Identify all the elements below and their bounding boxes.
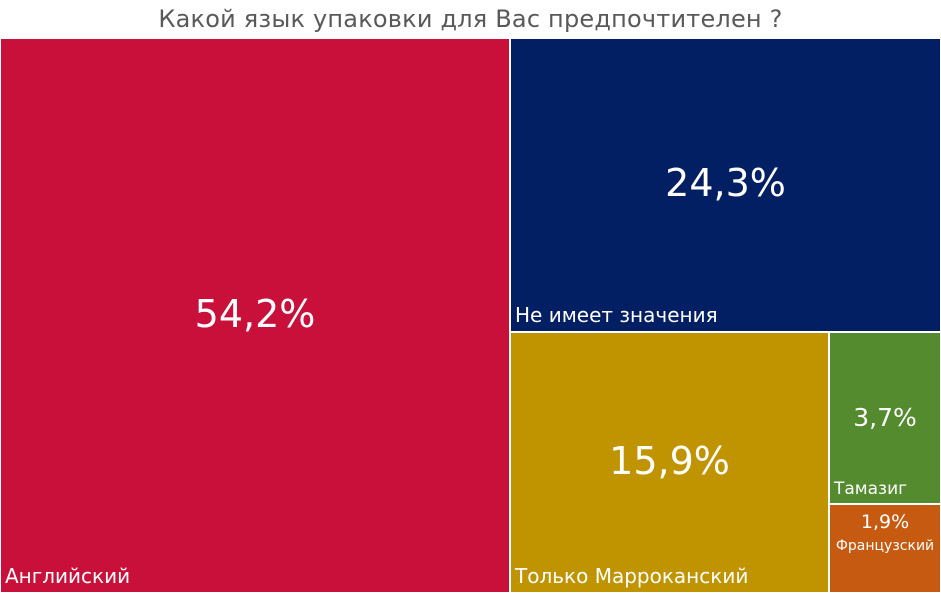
- treemap-tile-4: 3,7% Тамазиг: [829, 332, 941, 504]
- category-label: Только Марроканский: [515, 564, 749, 588]
- treemap-tile-5: 1,9% Французский: [829, 504, 941, 593]
- treemap-tile-1: 54,2% Английский: [0, 38, 510, 593]
- treemap-tile-3: 15,9% Только Марроканский: [510, 332, 829, 593]
- data-label: 1,9%: [860, 511, 910, 533]
- data-label: 3,7%: [853, 403, 917, 432]
- data-label: 24,3%: [665, 161, 786, 205]
- treemap-tile-2: 24,3% Не имеет значения: [510, 38, 941, 332]
- chart-title: Какой язык упаковки для Вас предпочтител…: [158, 5, 783, 33]
- category-label: Французский: [835, 538, 935, 554]
- category-label: Тамазиг: [834, 479, 908, 499]
- category-label: Английский: [5, 564, 131, 588]
- category-label: Не имеет значения: [515, 303, 718, 327]
- treemap-area: 54,2% Английский 24,3% Не имеет значения 15,…: [0, 38, 941, 593]
- data-label: 15,9%: [609, 439, 730, 483]
- data-label: 54,2%: [194, 292, 316, 336]
